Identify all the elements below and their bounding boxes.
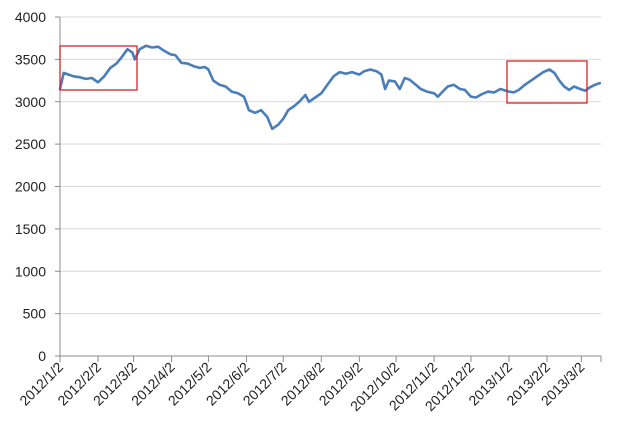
y-tick-label: 3000: [15, 94, 46, 110]
y-tick-label: 3500: [15, 51, 46, 67]
y-tick-label: 4000: [15, 9, 46, 25]
y-tick: 3500: [15, 51, 46, 67]
highlight-box-start: [59, 45, 138, 91]
y-tick: 500: [23, 306, 47, 322]
y-tick-label: 1500: [15, 221, 46, 237]
gridlines: [60, 16, 601, 315]
highlight-box-end: [506, 60, 588, 104]
y-tick-label: 2500: [15, 136, 46, 152]
y-tick: 1500: [15, 221, 46, 237]
y-tick: 2500: [15, 136, 46, 152]
y-tick-label: 0: [38, 348, 46, 364]
axes: 050010001500200025003000350040002012/1/2…: [15, 9, 602, 414]
series-line: [58, 44, 602, 131]
y-tick: 4000: [15, 9, 46, 25]
y-tick-label: 1000: [15, 263, 46, 279]
y-tick-label: 2000: [15, 179, 46, 195]
highlight-boxes: [59, 45, 588, 104]
y-tick: 1000: [15, 263, 46, 279]
y-tick: 0: [38, 348, 46, 364]
series-layer: [58, 44, 602, 131]
y-tick: 3000: [15, 94, 46, 110]
y-tick-label: 500: [23, 306, 47, 322]
y-tick: 2000: [15, 179, 46, 195]
